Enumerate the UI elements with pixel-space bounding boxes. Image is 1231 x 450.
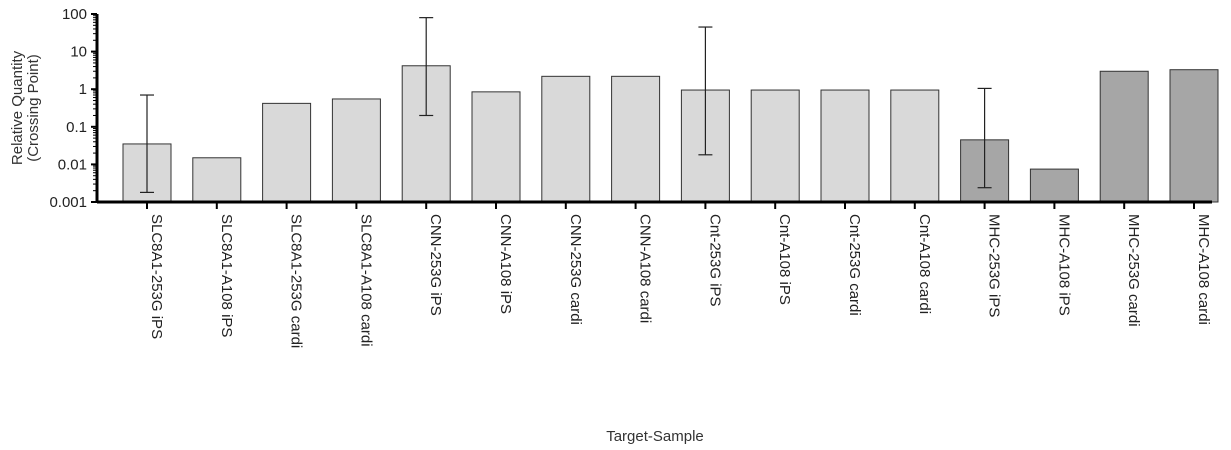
x-category-label: CNN-A108 cardi	[637, 214, 654, 323]
error-bars	[140, 17, 992, 194]
x-category-label: MHC-A108 iPS	[1055, 214, 1072, 316]
y-tick-label: 10	[70, 44, 87, 61]
y-tick-label: 1	[79, 81, 87, 98]
x-category-label: Cnt-A108 iPS	[776, 214, 793, 305]
bar	[541, 75, 591, 203]
x-category-label: MHC-253G cardi	[1125, 214, 1142, 327]
bar	[820, 89, 870, 203]
bar	[1099, 70, 1149, 203]
x-category-label: CNN-253G iPS	[427, 214, 444, 316]
x-axis-ticks: SLC8A1-253G iPS SLC8A1-A108 iPS SLC8A1-253…	[146, 202, 1212, 348]
y-tick-label: 100	[62, 6, 87, 23]
bar	[1029, 168, 1079, 203]
bar	[192, 157, 242, 203]
x-category-label: Cnt-A108 cardi	[916, 214, 933, 314]
x-category-label: MHC-A108 cardi	[1195, 214, 1212, 325]
x-axis-title: Target-Sample	[606, 428, 704, 445]
bar	[890, 89, 940, 203]
x-category-label: MHC-253G iPS	[986, 214, 1003, 317]
bars	[122, 65, 1219, 203]
bar	[471, 91, 521, 203]
y-axis-title-line2: (Crossing Point)	[25, 54, 42, 162]
x-category-label: SLC8A1-A108 iPS	[218, 214, 235, 337]
x-category-label: SLC8A1-253G cardi	[288, 214, 305, 348]
bar	[1169, 69, 1219, 203]
x-category-label: SLC8A1-253G iPS	[148, 214, 165, 339]
bar	[611, 75, 661, 203]
x-category-label: CNN-253G cardi	[567, 214, 584, 325]
bar	[750, 89, 800, 203]
x-category-label: Cnt-253G iPS	[706, 214, 723, 307]
x-category-label: SLC8A1-A108 cardi	[357, 214, 374, 347]
x-category-label: Cnt-253G cardi	[846, 214, 863, 316]
y-tick-label: 0.01	[58, 156, 87, 173]
y-tick-label: 0.1	[66, 119, 87, 136]
y-axis-ticks: 0.001 0.01 0.1 1 10 100	[49, 6, 97, 211]
bar	[262, 102, 312, 203]
y-tick-label: 0.001	[49, 194, 87, 211]
bar	[331, 98, 381, 203]
x-category-label: CNN-A108 iPS	[497, 214, 514, 314]
y-axis-title-line1: Relative Quantity	[9, 50, 26, 165]
